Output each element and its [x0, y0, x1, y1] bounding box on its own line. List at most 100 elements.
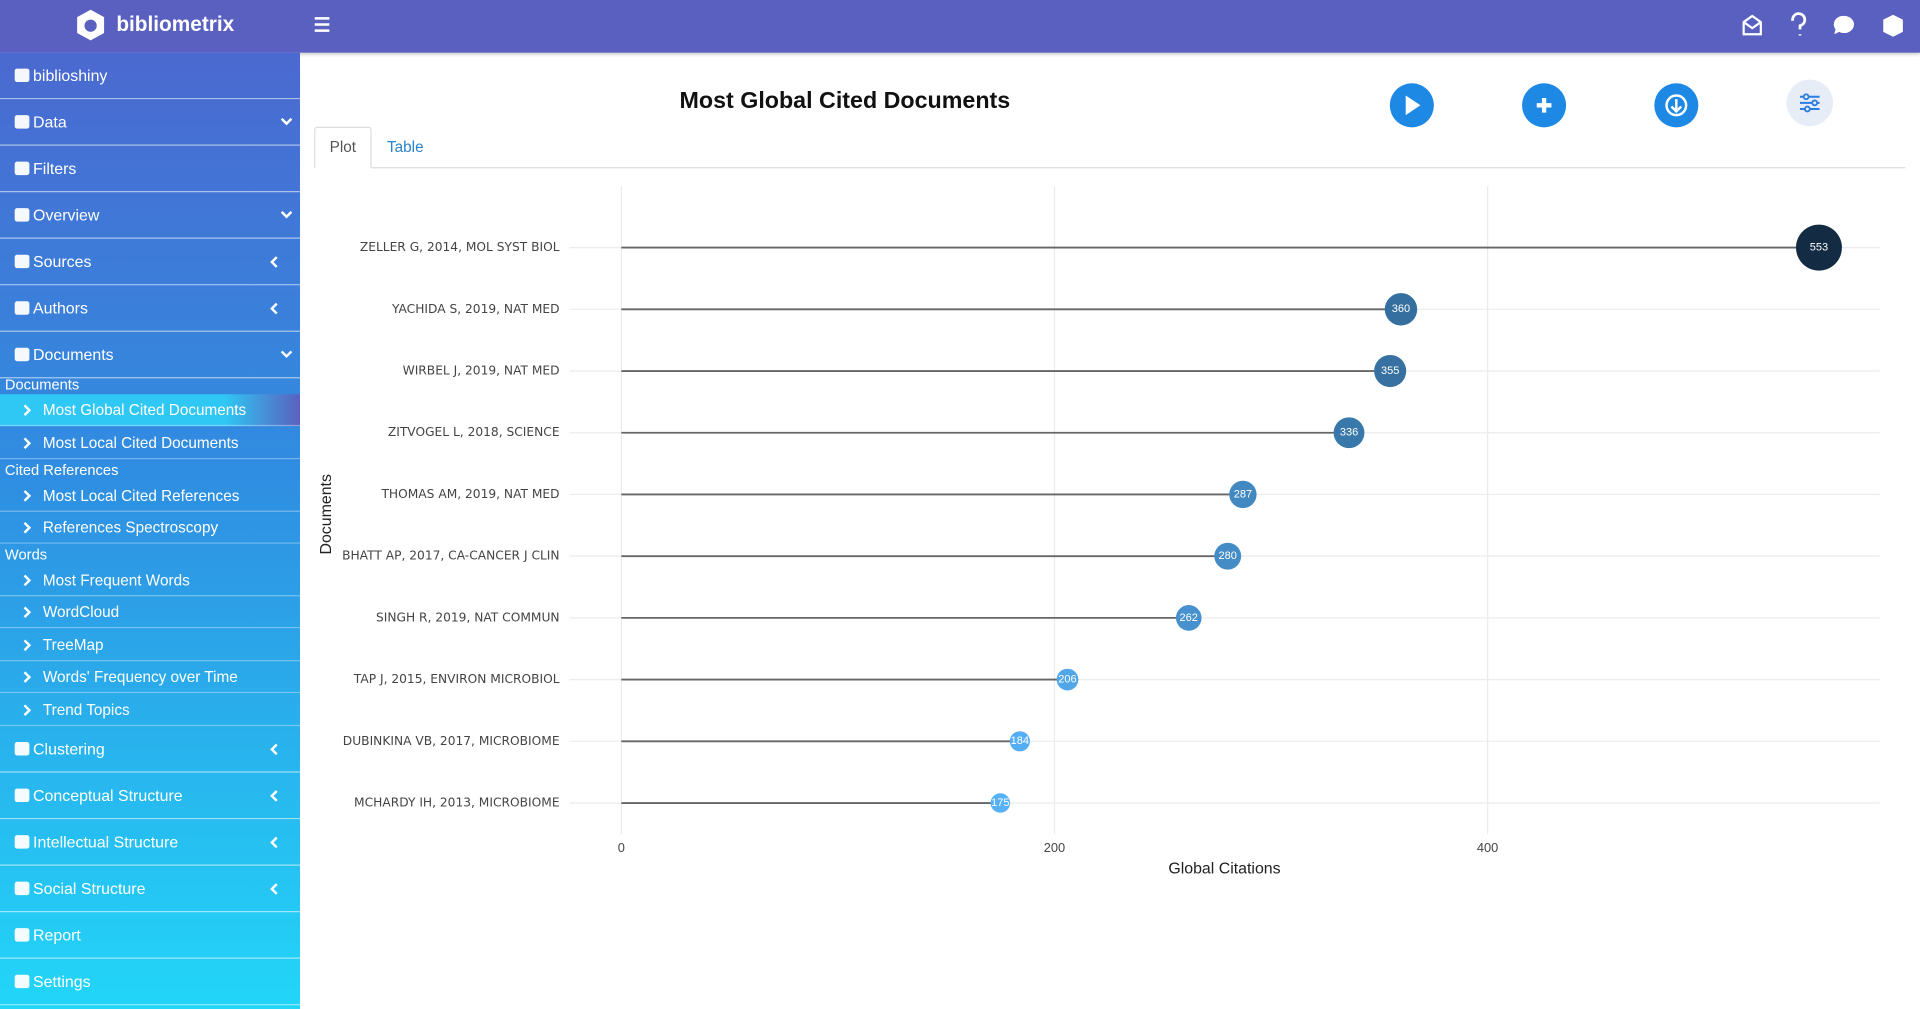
- top-bar-icons: bibliometrix: [77, 9, 1903, 41]
- sidebar-item[interactable]: Settings: [0, 959, 300, 1006]
- sidebar-item[interactable]: Sources: [0, 239, 300, 286]
- y-axis-title: Documents: [318, 474, 335, 554]
- dot: [1214, 542, 1242, 570]
- dot: [990, 793, 1011, 813]
- sidebar-item[interactable]: Trend Topics: [0, 694, 300, 727]
- tab[interactable]: Table: [387, 139, 424, 156]
- dot: [1374, 354, 1407, 388]
- sidebar-item[interactable]: Report: [0, 912, 300, 959]
- y-tick-label: MCHARDY IH, 2013, MICROBIOME: [354, 796, 560, 810]
- sidebar-item[interactable]: biblioshiny: [0, 53, 300, 100]
- y-tick-label: ZITVOGEL L, 2018, SCIENCE: [388, 425, 560, 439]
- sidebar-section-header: Words: [4, 546, 48, 564]
- messages-icon[interactable]: [1742, 14, 1762, 36]
- dot: [1056, 668, 1079, 691]
- settings-button[interactable]: [1786, 79, 1834, 127]
- sidebar-item[interactable]: TreeMap: [0, 629, 300, 662]
- sidebar-section-header: Documents: [4, 375, 80, 394]
- value-label: 206: [1058, 673, 1076, 685]
- chevron: [23, 606, 32, 619]
- page-title: Most Global Cited Documents: [680, 87, 1011, 113]
- chart: 0 200 400 Global Citations Documents ZELLER G…: [318, 186, 1880, 878]
- chevron: [23, 404, 32, 416]
- dot: [1009, 731, 1030, 752]
- item-icon: [14, 835, 30, 849]
- sidebar-item[interactable]: Clustering: [0, 726, 300, 773]
- help-icon[interactable]: [1791, 12, 1807, 36]
- sidebar-item[interactable]: Most Local Cited Documents: [0, 427, 300, 460]
- sidebar-item[interactable]: Authors: [0, 285, 300, 332]
- chat-icon[interactable]: [1833, 15, 1855, 35]
- y-tick-label: WIRBEL J, 2019, NAT MED: [403, 364, 560, 378]
- sidebar: biblioshiny Data Filters Overview Sources Aut…: [0, 52, 300, 1009]
- sidebar-item[interactable]: Documents: [0, 332, 300, 379]
- y-tick-label: DUBINKINA VB, 2017, MICROBIOME: [343, 734, 560, 748]
- x-tick-label: 200: [1044, 840, 1065, 855]
- sidebar-item[interactable]: Most Local Cited References: [0, 480, 300, 512]
- sidebar-item[interactable]: WordCloud: [0, 596, 300, 629]
- item-icon: [14, 68, 30, 83]
- y-tick-label: ZELLER G, 2014, MOL SYST BIOL: [360, 240, 560, 254]
- y-tick-label: BHATT AP, 2017, CA-CANCER J CLIN: [342, 549, 559, 563]
- value-label: 262: [1180, 612, 1198, 624]
- sidebar-item[interactable]: Conceptual Structure: [0, 773, 300, 820]
- item-icon: [14, 161, 30, 176]
- dot: [1229, 480, 1257, 509]
- y-tick-label: TAP J, 2015, ENVIRON MICROBIOL: [353, 672, 560, 686]
- chevron: [270, 836, 278, 849]
- sidebar-item[interactable]: Most Frequent Words: [0, 564, 300, 597]
- x-tick-label: 400: [1477, 840, 1498, 855]
- item-icon: [14, 347, 30, 362]
- sidebar-item[interactable]: References Spectroscopy: [0, 512, 300, 544]
- dot: [1795, 224, 1842, 271]
- chevron: [270, 790, 278, 802]
- value-label: 336: [1340, 427, 1358, 439]
- chevron: [23, 490, 32, 502]
- y-tick-label: SINGH R, 2019, NAT COMMUN: [376, 610, 560, 624]
- sidebar-item[interactable]: Overview: [0, 192, 300, 239]
- sidebar-item[interactable]: Data: [0, 99, 300, 146]
- value-label: 184: [1011, 735, 1029, 747]
- chevron: [23, 521, 32, 534]
- sidebar-item[interactable]: Words' Frequency over Time: [0, 661, 300, 694]
- value-label: 360: [1392, 303, 1410, 315]
- sidebar-item[interactable]: Filters: [0, 146, 300, 193]
- chevron: [23, 704, 32, 716]
- logo: [77, 9, 105, 41]
- chevron: [280, 210, 293, 219]
- item-icon: [14, 788, 30, 803]
- top-bar: bibliometrix: [0, 0, 1920, 53]
- dot: [1175, 605, 1202, 631]
- item-icon: [14, 742, 30, 756]
- sidebar-item[interactable]: Intellectual Structure: [0, 819, 300, 866]
- add-button[interactable]: [1522, 83, 1567, 128]
- chevron: [270, 256, 278, 268]
- item-icon: [14, 208, 30, 222]
- sidebar-item[interactable]: Most Global Cited Documents: [0, 394, 300, 427]
- chevron: [23, 671, 32, 683]
- value-label: 287: [1234, 488, 1252, 500]
- chevron: [23, 437, 32, 450]
- item-icon: [14, 881, 30, 896]
- dot: [1333, 417, 1365, 449]
- item-icon: [14, 301, 30, 315]
- item-icon: [14, 254, 30, 269]
- item-icon: [14, 974, 30, 989]
- download-button[interactable]: [1654, 83, 1699, 128]
- item-icon: [14, 928, 30, 942]
- chevron: [270, 302, 278, 315]
- play-button[interactable]: [1389, 83, 1434, 128]
- chevron: [270, 743, 278, 756]
- tab-frame: [314, 126, 372, 168]
- chevron: [23, 574, 32, 587]
- apps-icon[interactable]: [1883, 14, 1903, 37]
- y-tick-label: THOMAS AM, 2019, NAT MED: [380, 487, 559, 501]
- dot: [1384, 293, 1418, 326]
- value-label: 280: [1219, 550, 1237, 562]
- sidebar-item[interactable]: Social Structure: [0, 866, 300, 913]
- menu-toggle[interactable]: [314, 17, 330, 32]
- sidebar-section-header: Cited References: [4, 461, 119, 479]
- tab[interactable]: Plot: [330, 139, 357, 156]
